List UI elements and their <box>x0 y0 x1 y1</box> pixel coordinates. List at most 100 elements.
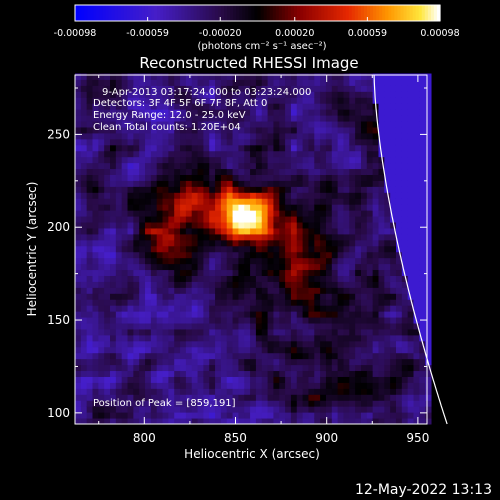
heatmap-cell <box>407 192 415 199</box>
heatmap-cell <box>325 91 333 98</box>
heatmap-cell <box>238 305 245 312</box>
heatmap-cell <box>191 186 199 193</box>
heatmap-cell <box>285 97 292 104</box>
heatmap-cell <box>121 406 129 413</box>
heatmap-cell <box>168 275 175 282</box>
heatmap-cell <box>407 109 415 116</box>
heatmap-cell <box>174 346 181 354</box>
heatmap-cell <box>110 370 117 377</box>
heatmap-cell <box>180 186 187 193</box>
heatmap-cell <box>133 168 140 175</box>
heatmap-cell <box>401 222 409 229</box>
heatmap-cell <box>92 311 99 318</box>
heatmap-cell <box>127 394 134 401</box>
heatmap-cell <box>92 138 99 146</box>
heatmap-cell <box>425 245 432 253</box>
heatmap-cell <box>395 323 403 330</box>
heatmap-cell <box>360 317 368 324</box>
heatmap-cell <box>127 358 134 366</box>
heatmap-cell <box>226 418 234 425</box>
heatmap-cell <box>115 281 123 288</box>
heatmap-cell <box>174 156 181 164</box>
heatmap-cell <box>407 174 415 181</box>
heatmap-cell <box>279 222 286 229</box>
y-tick-label: 250 <box>47 127 70 141</box>
heatmap-cell <box>273 132 280 140</box>
heatmap-cell <box>180 156 187 164</box>
colorbar-swatch <box>251 5 256 21</box>
heatmap-cell <box>226 186 234 193</box>
heatmap-cell <box>261 382 269 389</box>
heatmap-cell <box>180 346 187 354</box>
heatmap-cell <box>115 192 123 199</box>
heatmap-cell <box>419 210 426 217</box>
heatmap-cell <box>320 269 327 276</box>
heatmap-cell <box>378 233 385 241</box>
heatmap-cell <box>162 91 169 98</box>
heatmap-cell <box>220 317 228 324</box>
heatmap-cell <box>279 287 286 294</box>
heatmap-cell <box>325 109 333 116</box>
heatmap-cell <box>75 328 82 336</box>
heatmap-cell <box>80 418 88 425</box>
heatmap-cell <box>384 180 391 187</box>
heatmap-cell <box>203 73 210 80</box>
annotation-line: Energy Range: 12.0 - 25.0 keV <box>93 110 246 121</box>
heatmap-cell <box>343 358 350 366</box>
heatmap-cell <box>226 97 234 104</box>
heatmap-cell <box>267 168 274 175</box>
heatmap-cell <box>413 406 420 413</box>
heatmap-cell <box>75 352 82 360</box>
heatmap-cell <box>320 222 327 229</box>
heatmap-cell <box>372 192 379 199</box>
heatmap-cell <box>425 180 432 187</box>
colorbar-swatch <box>321 5 326 21</box>
heatmap-cell <box>302 192 309 199</box>
heatmap-cell <box>337 412 344 419</box>
heatmap-cell <box>104 91 111 98</box>
heatmap-cell <box>168 400 175 407</box>
heatmap-cell <box>98 406 105 413</box>
heatmap-cell <box>250 370 257 377</box>
heatmap-cell <box>290 406 298 413</box>
heatmap-cell <box>145 144 152 152</box>
heatmap-cell <box>395 85 403 92</box>
heatmap-cell <box>366 222 374 229</box>
heatmap-cell <box>232 352 239 360</box>
heatmap-cell <box>296 126 304 134</box>
heatmap-cell <box>145 412 152 419</box>
heatmap-cell <box>133 418 140 425</box>
heatmap-cell <box>425 311 432 318</box>
heatmap-cell <box>250 198 257 205</box>
heatmap-cell <box>220 222 228 229</box>
heatmap-cell <box>197 364 204 372</box>
heatmap-cell <box>145 91 152 98</box>
heatmap-cell <box>320 109 327 116</box>
heatmap-cell <box>366 287 374 294</box>
heatmap-cell <box>238 138 245 146</box>
heatmap-cell <box>156 382 164 389</box>
heatmap-cell <box>185 126 193 134</box>
heatmap-cell <box>203 174 210 181</box>
heatmap-cell <box>378 245 385 253</box>
heatmap-cell <box>220 210 228 217</box>
heatmap-cell <box>98 73 105 80</box>
heatmap-cell <box>320 138 327 146</box>
heatmap-cell <box>325 388 333 395</box>
heatmap-cell <box>75 192 82 199</box>
heatmap-cell <box>80 299 88 306</box>
heatmap-cell <box>355 287 362 294</box>
heatmap-cell <box>110 263 117 271</box>
heatmap-cell <box>92 334 99 342</box>
heatmap-cell <box>162 233 169 241</box>
heatmap-cell <box>98 245 105 253</box>
heatmap-cell <box>150 340 158 348</box>
heatmap-cell <box>232 150 239 158</box>
heatmap-cell <box>308 275 315 282</box>
heatmap-cell <box>349 204 356 211</box>
heatmap-cell <box>308 281 315 288</box>
heatmap-cell <box>337 233 344 241</box>
colorbar-swatch <box>154 5 158 21</box>
heatmap-cell <box>261 168 269 175</box>
